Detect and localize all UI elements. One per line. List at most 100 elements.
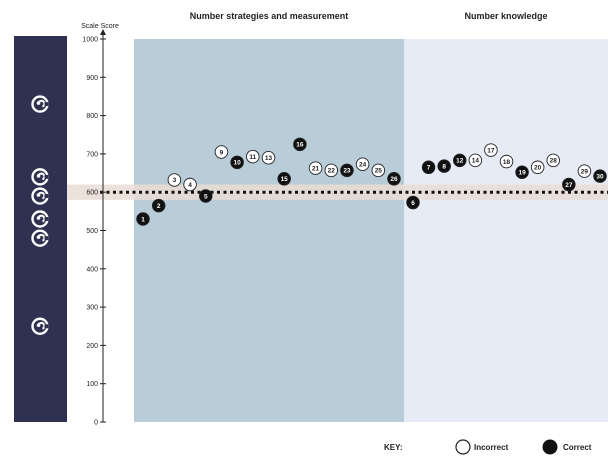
data-point-9: 9: [214, 145, 229, 159]
point-label: 15: [281, 176, 289, 183]
point-label: 26: [390, 176, 398, 183]
y-tick-label: 500: [86, 228, 98, 235]
incorrect-point-marker: [246, 149, 260, 164]
data-point-17: 17: [484, 143, 498, 157]
incorrect-point-marker: [355, 157, 370, 171]
point-label: 3: [173, 177, 177, 184]
y-axis-ticks: 0 100 200 300 400 500 600 700 800 900 1000: [82, 37, 106, 427]
y-tick-label: 100: [86, 381, 98, 388]
incorrect-point-marker: [371, 163, 386, 178]
koru-spiral-icon: [31, 187, 49, 205]
data-point-12: 12: [453, 153, 467, 168]
data-point-8: 8: [437, 159, 451, 173]
data-point-10: 10: [230, 155, 244, 170]
point-label: 17: [487, 147, 495, 154]
koru-spiral-icon: [31, 168, 49, 186]
section-background-number-strategies: [134, 39, 404, 422]
incorrect-point-marker: [167, 173, 182, 187]
point-label: 10: [234, 160, 242, 167]
incorrect-point-marker: [530, 160, 545, 175]
section-title-number-strategies: Number strategies and measurement: [190, 11, 349, 21]
y-tick-label: 700: [86, 151, 98, 158]
point-label: 24: [359, 162, 367, 169]
koru-spiral-icon: [31, 210, 49, 228]
data-point-22: 22: [324, 163, 339, 178]
correct-point-marker: [277, 172, 291, 186]
point-label: 6: [411, 200, 415, 207]
correct-point-marker: [151, 198, 166, 213]
data-point-3: 3: [167, 173, 182, 187]
data-point-2: 2: [151, 198, 166, 213]
correct-point-marker: [340, 163, 354, 178]
correct-point-marker: [136, 212, 150, 226]
incorrect-point-marker: [261, 150, 276, 165]
incorrect-point-marker: [499, 154, 514, 169]
y-tick-label: 200: [86, 343, 98, 350]
y-axis-arrow: [100, 29, 106, 35]
data-point-30: 30: [593, 169, 607, 183]
point-label: 1: [141, 216, 145, 223]
correct-point-marker: [421, 160, 436, 175]
point-label: 30: [596, 173, 604, 180]
correct-point-marker: [515, 165, 529, 180]
incorrect-point-marker: [577, 164, 592, 178]
data-point-14: 14: [468, 153, 483, 168]
point-label: 9: [220, 149, 224, 156]
data-point-20: 20: [530, 160, 545, 175]
point-label: 25: [375, 168, 383, 175]
data-point-6: 6: [406, 195, 420, 210]
legend-incorrect-marker: [455, 439, 471, 455]
data-point-15: 15: [277, 172, 291, 186]
y-tick-label: 900: [86, 75, 98, 82]
point-label: 28: [550, 158, 558, 165]
data-point-18: 18: [499, 154, 514, 169]
point-label: 22: [328, 168, 336, 175]
y-tick-label: 800: [86, 113, 98, 120]
point-label: 11: [249, 154, 256, 161]
correct-point-marker: [437, 159, 451, 173]
incorrect-point-marker: [183, 177, 197, 192]
data-point-13: 13: [261, 150, 276, 165]
y-tick-label: 0: [94, 420, 98, 427]
incorrect-point-marker: [546, 153, 561, 168]
y-tick-label: 1000: [82, 37, 98, 44]
incorrect-point-marker: [468, 153, 483, 168]
curriculum-level-sidebar: [14, 36, 67, 422]
data-point-28: 28: [546, 153, 561, 168]
point-label: 12: [456, 158, 464, 165]
correct-point-marker: [293, 137, 307, 152]
correct-point-marker: [593, 169, 607, 183]
data-point-4: 4: [183, 177, 197, 192]
point-label: 16: [296, 142, 304, 149]
data-point-5: 5: [198, 189, 213, 203]
data-point-23: 23: [340, 163, 354, 178]
data-point-11: 11: [246, 149, 260, 164]
incorrect-point-marker: [308, 161, 323, 175]
point-label: 23: [343, 168, 351, 175]
legend: KEY: Incorrect Correct: [384, 439, 592, 455]
data-point-26: 26: [387, 172, 401, 186]
section-title-number-knowledge: Number knowledge: [464, 11, 547, 21]
point-label: 5: [204, 193, 208, 200]
data-point-29: 29: [577, 164, 592, 178]
point-label: 14: [472, 158, 480, 165]
data-point-19: 19: [515, 165, 529, 180]
point-label: 8: [442, 163, 446, 170]
point-label: 19: [518, 170, 526, 177]
correct-point-marker: [453, 153, 467, 168]
correct-point-marker: [562, 177, 576, 192]
correct-point-marker: [230, 155, 244, 170]
point-label: 21: [312, 165, 320, 172]
point-label: 27: [565, 182, 573, 189]
koru-spiral-icon: [31, 95, 49, 113]
y-tick-label: 300: [86, 305, 98, 312]
legend-incorrect-label: Incorrect: [474, 443, 509, 452]
point-label: 29: [581, 168, 589, 175]
legend-correct-marker: [542, 439, 558, 455]
incorrect-point-marker: [324, 163, 339, 178]
y-tick-label: 400: [86, 266, 98, 273]
data-point-24: 24: [355, 157, 370, 171]
data-point-7: 7: [421, 160, 436, 175]
data-point-25: 25: [371, 163, 386, 178]
